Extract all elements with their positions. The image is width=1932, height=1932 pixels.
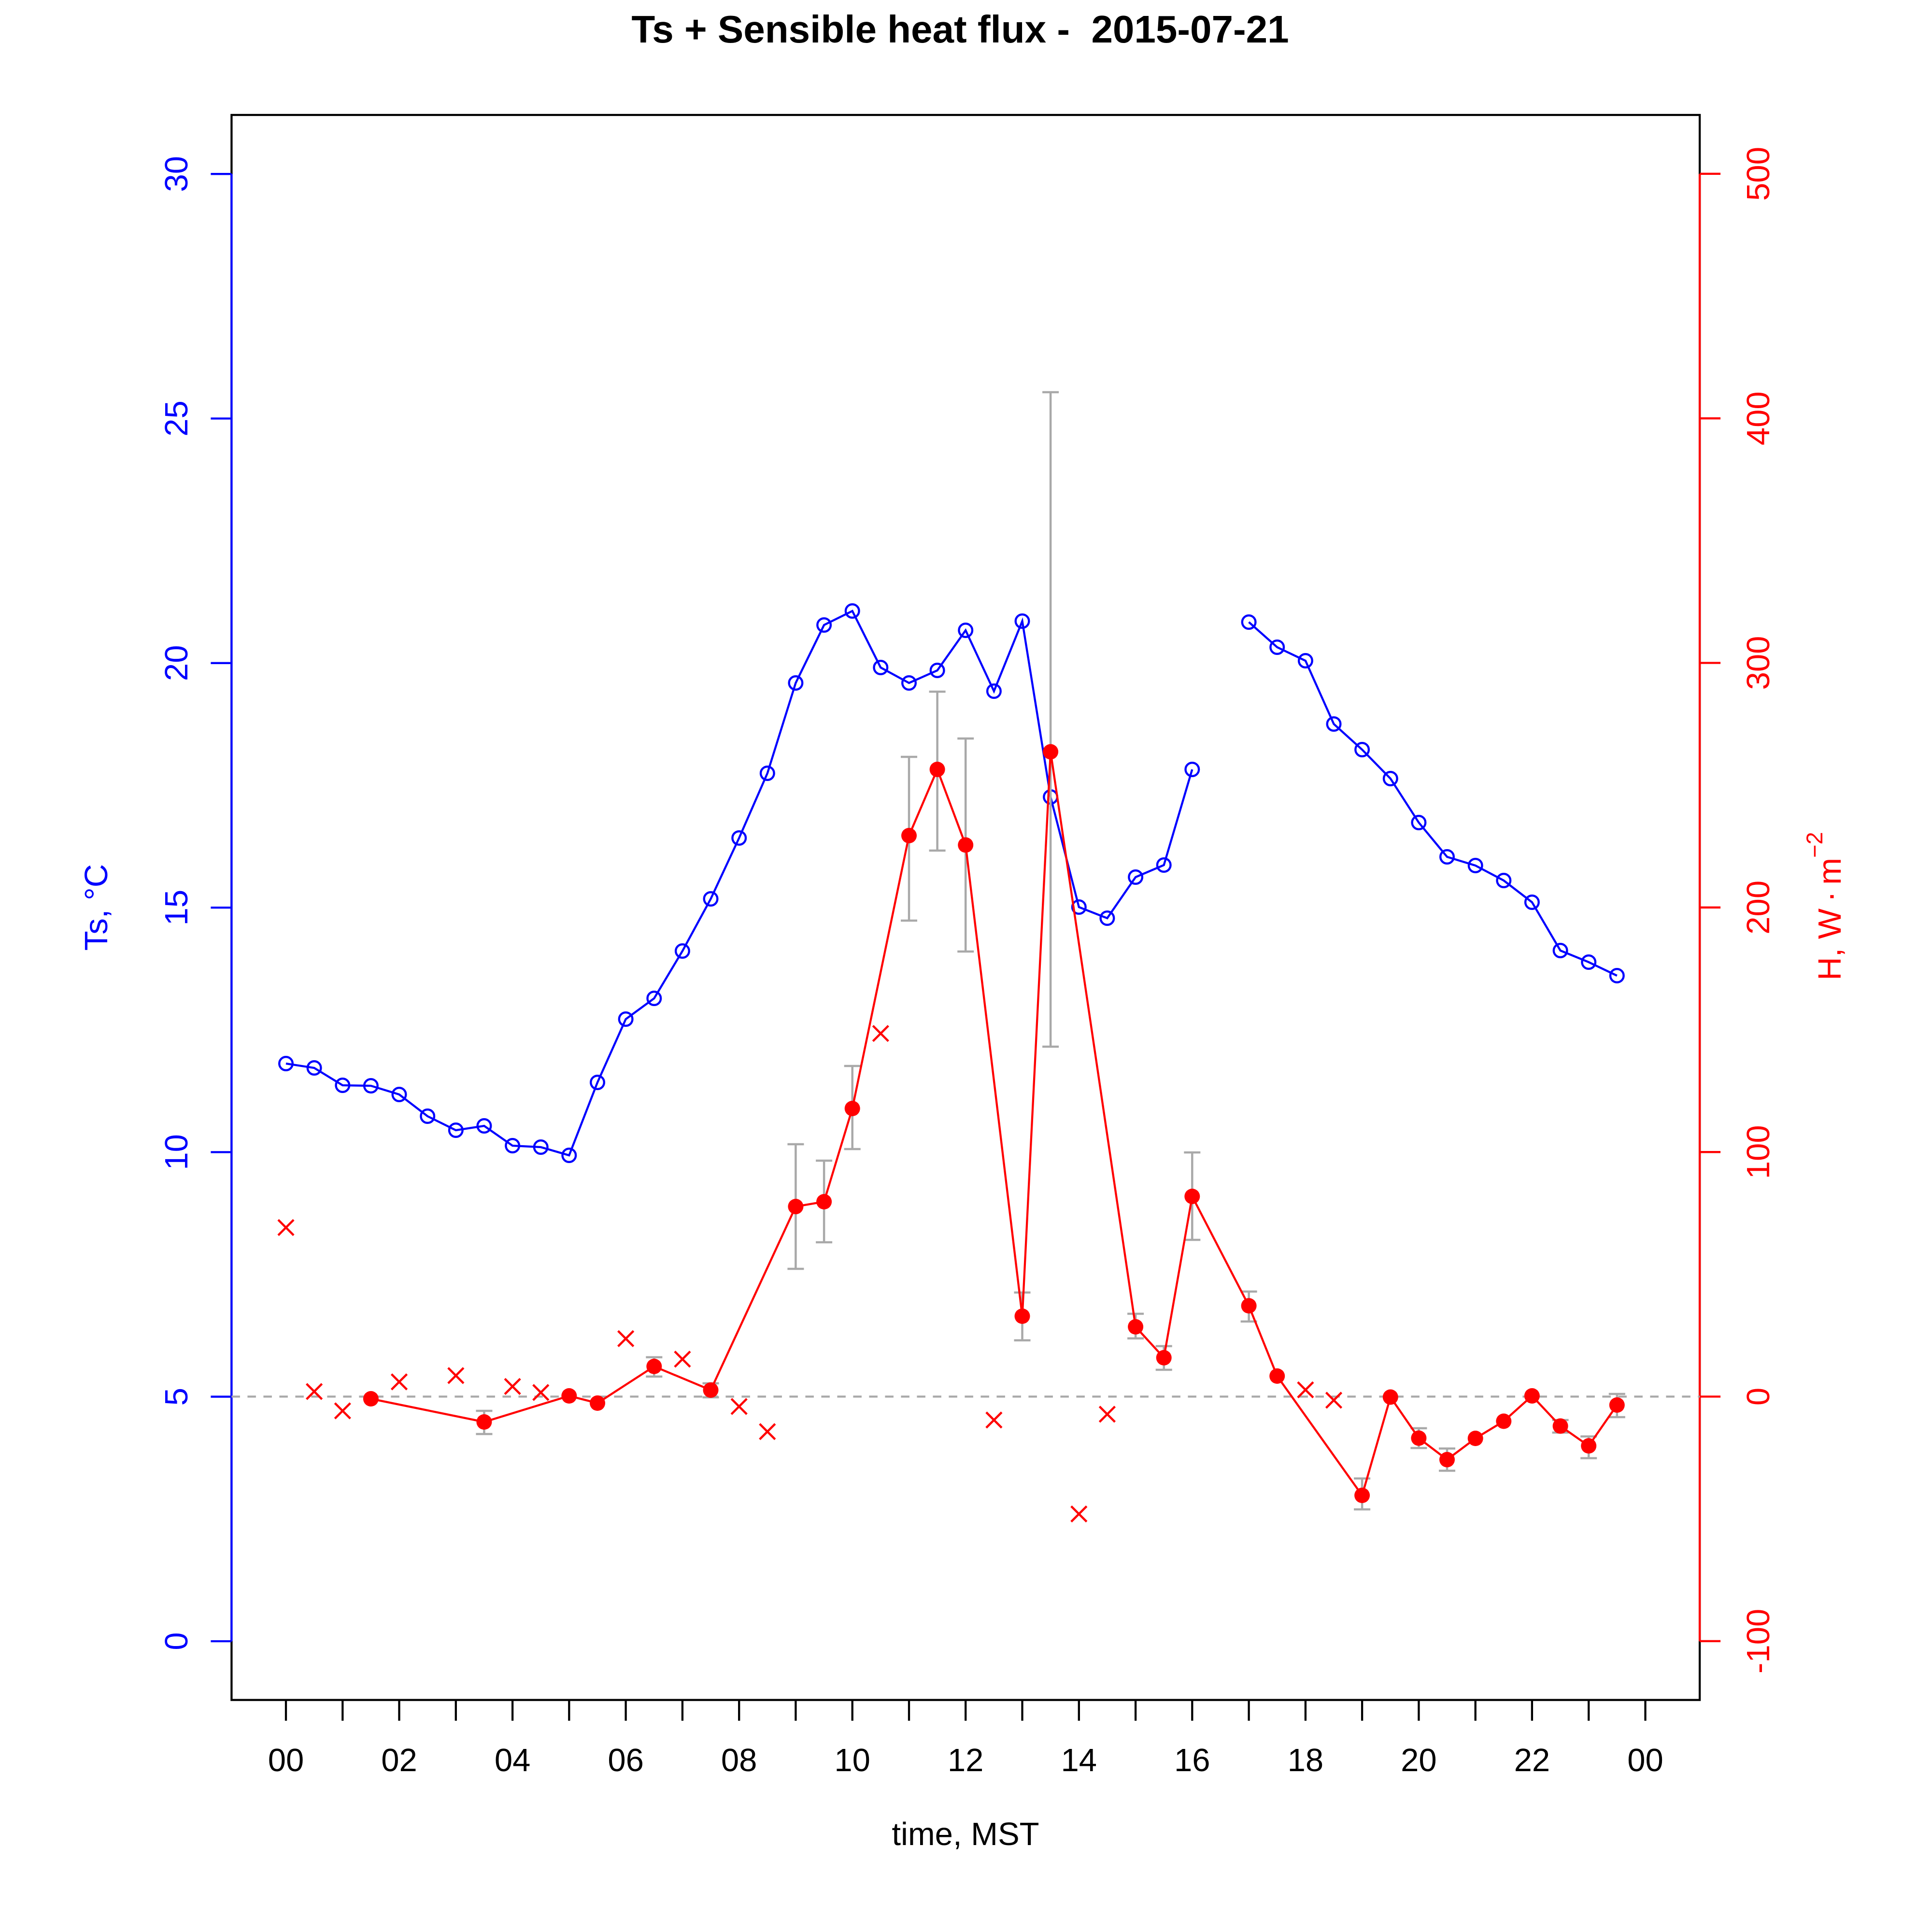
svg-text:08: 08: [721, 1742, 757, 1778]
svg-text:00: 00: [1627, 1742, 1663, 1778]
svg-text:22: 22: [1514, 1742, 1550, 1778]
svg-text:20: 20: [1401, 1742, 1437, 1778]
svg-text:500: 500: [1740, 147, 1776, 201]
svg-text:400: 400: [1740, 391, 1776, 445]
svg-text:25: 25: [158, 400, 195, 437]
svg-text:00: 00: [268, 1742, 304, 1778]
svg-text:12: 12: [948, 1742, 984, 1778]
svg-text:18: 18: [1288, 1742, 1324, 1778]
svg-text:Ts, °C: Ts, °C: [78, 864, 114, 951]
svg-text:200: 200: [1740, 881, 1776, 935]
svg-text:20: 20: [158, 645, 195, 682]
svg-text:0: 0: [1740, 1388, 1776, 1406]
svg-text:04: 04: [495, 1742, 531, 1778]
svg-text:06: 06: [608, 1742, 644, 1778]
svg-text:02: 02: [381, 1742, 417, 1778]
svg-text:300: 300: [1740, 636, 1776, 690]
svg-text:0: 0: [158, 1632, 195, 1650]
svg-text:time, MST: time, MST: [892, 1816, 1039, 1852]
svg-text:10: 10: [834, 1742, 870, 1778]
svg-text:Ts + Sensible heat flux - 201: Ts + Sensible heat flux - 2015-07-21: [631, 8, 1289, 51]
svg-text:-100: -100: [1740, 1609, 1776, 1674]
svg-text:30: 30: [158, 156, 195, 192]
svg-text:14: 14: [1061, 1742, 1097, 1778]
svg-text:100: 100: [1740, 1125, 1776, 1179]
svg-text:16: 16: [1174, 1742, 1210, 1778]
svg-text:5: 5: [158, 1388, 195, 1406]
svg-text:10: 10: [158, 1134, 195, 1170]
svg-text:15: 15: [158, 890, 195, 926]
